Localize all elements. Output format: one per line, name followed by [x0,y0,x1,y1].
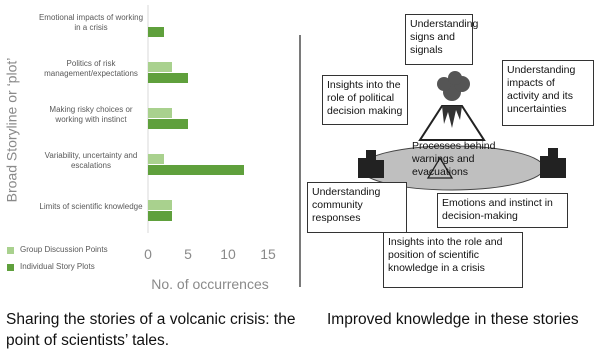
box: Insights into the role and position of s… [383,232,523,288]
bar [148,62,172,72]
legend-label: Individual Story Plots [20,262,95,271]
caption: Improved knowledge in these stories [327,311,579,328]
bar [148,73,188,83]
bar [148,119,188,129]
legend-swatch [7,264,14,271]
box: Understanding community responses [307,182,407,233]
y-tick-label: Variability, uncertainty and escalations [44,151,138,170]
center-label: Processes behind warnings and evacuation… [412,140,496,178]
y-axis-label: Broad Storyline or ‘plot’ [4,58,20,203]
lava [442,106,462,128]
box: Understanding impacts of activity and it… [502,60,594,126]
bar [148,165,244,175]
box: Emotions and instinct in decision-making [437,193,568,228]
box: Insights into the role of political deci… [322,75,408,125]
buildings-left [358,150,384,178]
bar [148,108,172,118]
box: Understanding signs and signals [405,14,478,65]
buildings-right [540,148,566,178]
y-tick-label: Limits of scientific knowledge [39,202,143,211]
y-tick-label: Emotional impacts of working in a crisis [38,13,144,32]
caption: Sharing the stories of a volcanic crisis… [6,311,296,349]
bar [148,154,164,164]
bar [148,200,172,210]
cloud [448,71,462,85]
cloud [437,77,451,91]
y-tick-label: Making risky choices or working with ins… [49,105,133,124]
x-tick-label: 10 [220,246,236,262]
warning-sign [426,156,454,179]
x-tick-label: 0 [144,246,152,262]
bar [148,27,164,37]
illustration [358,71,566,191]
legend-swatch [7,247,14,254]
x-tick-label: 5 [184,246,192,262]
y-tick-label: Politics of risk management/expectations [44,59,138,78]
legend-label: Group Discussion Points [20,245,108,254]
x-axis-label: No. of occurrences [151,276,269,292]
bar [148,211,172,221]
x-tick-label: 15 [260,246,276,262]
